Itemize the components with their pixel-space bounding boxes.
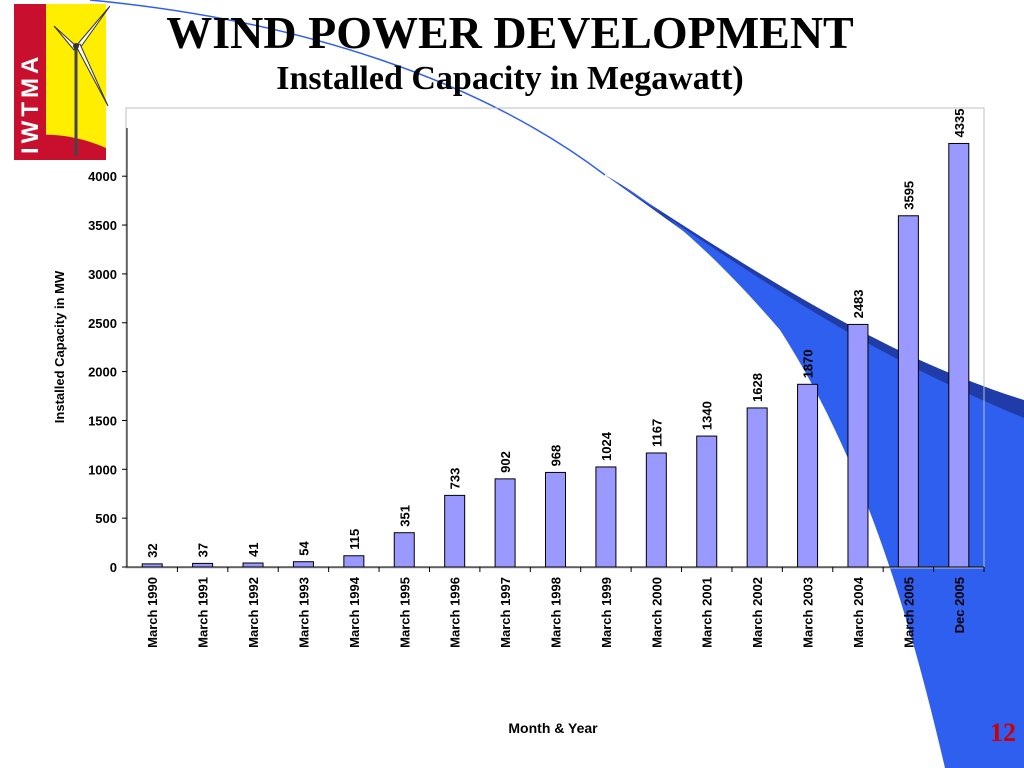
bar-data-label: 1024 — [599, 431, 614, 461]
bar — [494, 478, 516, 568]
swoosh-dark-band — [605, 175, 1024, 432]
bar — [595, 466, 617, 568]
logo-red-strip — [14, 4, 46, 160]
y-axis-ticks: 0 500 1000 1500 2000 2500 3000 3500 4000 — [88, 169, 127, 575]
bar-data-label: 1870 — [801, 349, 816, 378]
slide-title: WIND POWER DEVELOPMENT — [166, 7, 854, 58]
x-tick-label: March 2005 — [901, 577, 916, 648]
x-tick-label: March 1991 — [196, 577, 211, 648]
wind-turbine-icon — [53, 5, 110, 156]
bar-data-label: 32 — [145, 543, 160, 557]
bar-data-label: 351 — [397, 505, 412, 527]
y-tick-label: 1000 — [88, 462, 117, 477]
x-tick-label: March 1994 — [347, 576, 362, 648]
bar-data-label: 37 — [196, 543, 211, 557]
bar-data-label: 4335 — [952, 109, 967, 138]
bar — [444, 494, 466, 568]
bar-data-label: 54 — [296, 540, 311, 555]
x-tick-label: March 2000 — [649, 577, 664, 648]
bar — [645, 452, 667, 568]
y-tick-label: 0 — [110, 560, 117, 575]
swoosh-light-band — [605, 175, 1024, 768]
y-tick-label: 2500 — [88, 316, 117, 331]
x-tick-label: March 2004 — [851, 576, 866, 648]
bar-data-label: 968 — [549, 445, 564, 467]
bar-data-label: 733 — [448, 468, 463, 490]
bar — [696, 435, 718, 568]
bar — [242, 562, 264, 568]
logo-text: IWTMA — [17, 53, 44, 154]
bar — [746, 407, 768, 568]
bar-data-label: 2483 — [851, 289, 866, 318]
y-tick-label: 4000 — [88, 169, 117, 184]
y-tick-label: 3000 — [88, 267, 117, 282]
plot-area-frame — [125, 107, 985, 569]
bar-data-label: 1628 — [750, 373, 765, 402]
bar — [141, 563, 163, 568]
slide-number: 12 — [990, 718, 1016, 747]
x-tick-label: March 1990 — [145, 577, 160, 648]
bar-data-label: 1167 — [649, 419, 664, 447]
y-tick-label: 500 — [95, 511, 117, 526]
bar — [292, 561, 314, 568]
bar — [192, 562, 214, 568]
x-tick-label: March 1992 — [246, 577, 261, 648]
x-tick-label: March 1998 — [549, 577, 564, 648]
bars: 32 37 41 54 115 351 733 902 968 1024 1167 1340 1628 1… — [141, 109, 970, 568]
x-tick-label: March 2002 — [750, 577, 765, 648]
bar — [847, 323, 869, 568]
swoosh-decoration — [89, 0, 1024, 768]
bar-data-label: 41 — [246, 543, 261, 557]
y-tick-label: 1500 — [88, 413, 117, 428]
slide-subtitle: Installed Capacity in Megawatt) — [276, 60, 744, 97]
bar-data-label: 1340 — [700, 401, 715, 430]
bar — [797, 383, 819, 568]
x-tick-label: March 1999 — [599, 577, 614, 648]
bar-data-label: 902 — [498, 451, 513, 473]
y-axis-label: Installed Capacity in MW — [52, 270, 67, 423]
x-axis-tick-labels: March 1990 March 1991 March 1992 March 1993… — [145, 567, 985, 648]
y-tick-label: 3500 — [88, 218, 117, 233]
iwtma-logo: IWTMA — [14, 4, 110, 160]
bar — [343, 555, 365, 568]
x-axis-label: Month & Year — [508, 720, 598, 736]
bar-data-label: 115 — [347, 529, 362, 550]
x-tick-label: March 2001 — [700, 577, 715, 648]
x-tick-label: March 1995 — [397, 577, 412, 648]
x-tick-label: March 1997 — [498, 577, 513, 648]
x-tick-label: Dec 2005 — [952, 577, 967, 633]
x-tick-label: March 1993 — [296, 577, 311, 648]
x-tick-label: March 2003 — [801, 577, 816, 648]
bar — [948, 142, 970, 568]
bar — [393, 532, 415, 568]
bar — [897, 215, 919, 568]
swoosh-thin-line — [89, 0, 606, 176]
x-tick-label: March 1996 — [448, 577, 463, 648]
bar — [545, 471, 566, 568]
bar-data-label: 3595 — [901, 181, 916, 210]
y-tick-label: 2000 — [88, 365, 117, 380]
